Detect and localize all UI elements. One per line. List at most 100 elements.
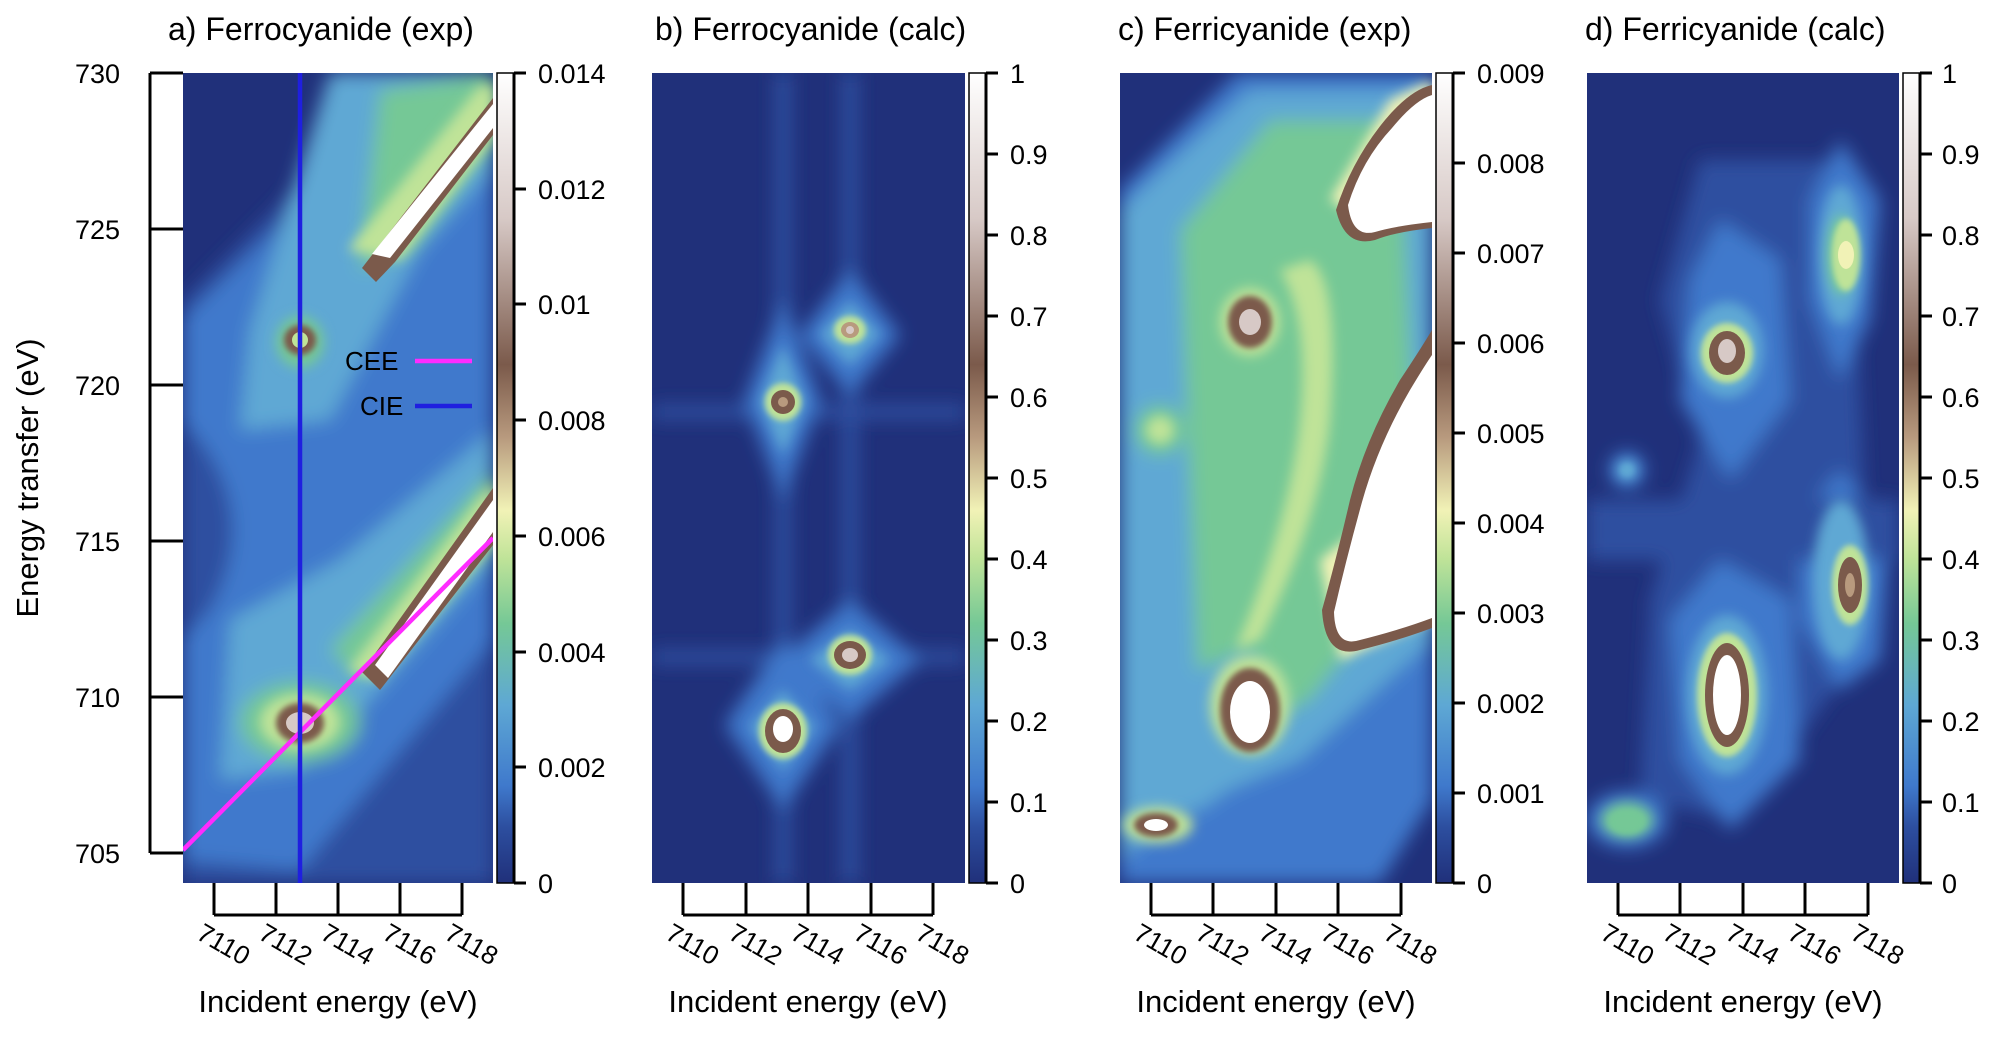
x-tick-label: 7112 <box>1191 917 1254 971</box>
colorbar-tick-label: 0.003 <box>1477 599 1545 629</box>
panel-a-colorbar <box>496 72 515 884</box>
colorbar-tick-label: 0.01 <box>538 290 591 320</box>
peak-marker <box>1609 810 1645 834</box>
colorbar-tick-label: 0.2 <box>1942 707 1980 737</box>
x-tick-label: 7110 <box>1596 917 1659 971</box>
x-tick-label: 7116 <box>1316 917 1379 971</box>
colorbar-tick-label: 0 <box>1477 869 1492 899</box>
colorbar-tick-label: 0.4 <box>1942 545 1980 575</box>
panel-d-features <box>1609 219 1868 834</box>
colorbar-tick-label: 0.6 <box>1942 383 1980 413</box>
panel-d-colorbar-ticks: 1 0.9 0.8 0.7 0.6 0.5 0.4 0.3 0.2 0.1 0 <box>1942 59 1980 899</box>
colorbar-tick-label: 0.005 <box>1477 419 1545 449</box>
colorbar-tick-label: 0.5 <box>1010 464 1048 494</box>
x-tick-label: 7110 <box>1129 917 1192 971</box>
colorbar-tick-label: 1 <box>1010 59 1025 89</box>
colorbar-tick-label: 0.9 <box>1010 140 1048 170</box>
y-tick-label: 705 <box>75 839 120 869</box>
colorbar-tick-label: 0.8 <box>1942 221 1980 251</box>
panel-c-colorbar <box>1435 72 1454 884</box>
colorbar-tick-label: 0.004 <box>538 638 606 668</box>
colorbar-tick-label: 0.7 <box>1010 302 1048 332</box>
colorbar-tick-label: 0.012 <box>538 175 606 205</box>
panel-a-xlabel: Incident energy (eV) <box>198 984 477 1019</box>
y-tick-label: 710 <box>75 683 120 713</box>
panel-d-colorbar-axis <box>1918 71 1932 885</box>
colorbar-tick-label: 0.1 <box>1010 788 1048 818</box>
colorbar-tick-label: 0 <box>1942 869 1957 899</box>
colorbar-tick-label: 0.008 <box>538 406 606 436</box>
y-tick-label: 730 <box>75 59 120 89</box>
panel-a-colorbar-axis <box>512 71 526 885</box>
panel-a-x-axis <box>212 883 464 917</box>
panel-c-heatmap <box>1120 73 1432 883</box>
panel-a-heatmap <box>183 73 493 883</box>
colorbar-tick-label: 0.9 <box>1942 140 1980 170</box>
panel-b-x-axis <box>681 883 935 917</box>
x-tick-label: 7116 <box>1783 917 1846 971</box>
panel-c-features <box>1134 85 1432 837</box>
x-tick-label: 7118 <box>440 917 503 971</box>
x-tick-label: 7118 <box>1379 917 1442 971</box>
panel-a-y-ticks: 730 725 720 715 710 705 <box>75 59 120 869</box>
y-tick-label: 720 <box>75 371 120 401</box>
panel-c-colorbar-ticks: 0.009 0.008 0.007 0.006 0.005 0.004 0.00… <box>1477 59 1545 899</box>
x-tick-label: 7110 <box>661 917 724 971</box>
panel-a-features <box>276 98 493 743</box>
colorbar-tick-label: 0.008 <box>1477 149 1545 179</box>
panel-d-colorbar <box>1902 72 1921 884</box>
colorbar-tick-label: 0.3 <box>1942 626 1980 656</box>
colorbar-tick-label: 0.006 <box>538 522 606 552</box>
x-tick-label: 7114 <box>316 917 379 971</box>
x-tick-label: 7118 <box>1846 917 1909 971</box>
panel-c-x-ticks: 7110 7112 7114 7116 7118 <box>1129 917 1442 971</box>
panel-c-colorbar-axis <box>1451 71 1465 885</box>
panel-a-colorbar-ticks: 0.014 0.012 0.01 0.008 0.006 0.004 0.002… <box>538 59 606 899</box>
colorbar-tick-label: 0.007 <box>1477 239 1545 269</box>
panel-a-y-axis <box>148 71 183 855</box>
x-tick-label: 7112 <box>724 917 787 971</box>
x-tick-label: 7114 <box>786 917 849 971</box>
panel-c: c) Ferricyanide (exp) <box>1118 11 1545 1019</box>
peak-marker <box>1621 464 1633 476</box>
panel-d: d) Ferricyanide (calc) <box>1585 11 1980 1019</box>
panel-b-xlabel: Incident energy (eV) <box>668 984 947 1019</box>
colorbar-tick-label: 0 <box>538 869 553 899</box>
colorbar-tick-label: 0 <box>1010 869 1025 899</box>
x-tick-label: 7114 <box>1721 917 1784 971</box>
panel-d-x-ticks: 7110 7112 7114 7116 7118 <box>1596 917 1909 971</box>
panel-c-x-axis <box>1149 883 1403 917</box>
x-tick-label: 7110 <box>192 917 255 971</box>
colorbar-tick-label: 0.002 <box>1477 689 1545 719</box>
x-tick-label: 7112 <box>1658 917 1721 971</box>
colorbar-tick-label: 0.009 <box>1477 59 1545 89</box>
panel-c-title: c) Ferricyanide (exp) <box>1118 11 1411 47</box>
panel-b-title: b) Ferrocyanide (calc) <box>655 11 966 47</box>
panel-b-features <box>759 316 872 759</box>
panel-d-x-axis <box>1616 883 1870 917</box>
colorbar-tick-label: 0.014 <box>538 59 606 89</box>
panel-a-title: a) Ferrocyanide (exp) <box>168 11 474 47</box>
panel-b-colorbar-axis <box>984 71 998 885</box>
panel-a-cut-lines <box>183 73 493 883</box>
colorbar-tick-label: 1 <box>1942 59 1957 89</box>
panel-b-colorbar <box>968 72 987 884</box>
panel-b-colorbar-ticks: 1 0.9 0.8 0.7 0.6 0.5 0.4 0.3 0.2 0.1 0 <box>1010 59 1048 899</box>
x-tick-label: 7116 <box>849 917 912 971</box>
panel-a-legend: CEE CIE <box>345 346 472 421</box>
panel-d-xlabel: Incident energy (eV) <box>1603 984 1882 1019</box>
cee-line <box>183 536 493 852</box>
legend-cee-label: CEE <box>345 346 398 376</box>
x-tick-label: 7112 <box>254 917 317 971</box>
legend-cie-label: CIE <box>360 391 403 421</box>
panel-a-ylabel: Energy transfer (eV) <box>10 338 45 617</box>
x-tick-label: 7116 <box>378 917 441 971</box>
panel-b: b) Ferrocyanide (calc) <box>652 11 1048 1019</box>
panel-b-x-ticks: 7110 7112 7114 7116 7118 <box>661 917 974 971</box>
x-tick-label: 7118 <box>911 917 974 971</box>
panel-d-title: d) Ferricyanide (calc) <box>1585 11 1886 47</box>
colorbar-tick-label: 0.7 <box>1942 302 1980 332</box>
panel-c-xlabel: Incident energy (eV) <box>1136 984 1415 1019</box>
colorbar-tick-label: 0.3 <box>1010 626 1048 656</box>
